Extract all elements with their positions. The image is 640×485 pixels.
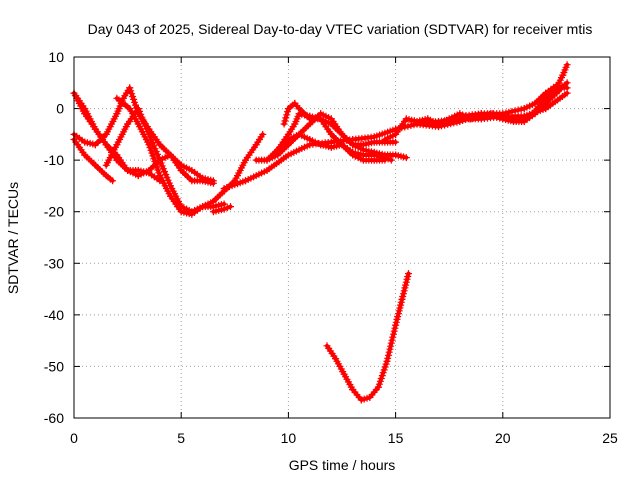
plot-frame xyxy=(73,56,611,419)
data-point-marker xyxy=(450,119,458,127)
data-point-marker xyxy=(390,327,398,335)
x-tick-label: 20 xyxy=(495,430,511,446)
data-point-marker xyxy=(502,109,510,117)
data-point-marker xyxy=(453,118,461,126)
data-point-marker xyxy=(402,154,410,162)
data-point-marker xyxy=(508,108,516,115)
y-tick-label: 0 xyxy=(56,101,64,117)
data-point-marker xyxy=(227,203,234,211)
y-tick-label: -60 xyxy=(44,410,64,426)
series-track-16 xyxy=(323,270,412,404)
data-point-marker xyxy=(282,114,290,122)
series-track-4 xyxy=(70,84,217,185)
series-track-7 xyxy=(209,203,234,216)
data-point-marker xyxy=(392,138,400,146)
data-point-marker xyxy=(385,348,393,356)
y-tick-label: -50 xyxy=(44,358,64,374)
data-series xyxy=(70,61,571,404)
data-point-marker xyxy=(441,121,449,129)
data-point-marker xyxy=(389,333,397,341)
y-tick-label: -10 xyxy=(44,152,64,168)
chart-title: Day 043 of 2025, Sidereal Day-to-day VTE… xyxy=(88,21,593,37)
data-point-marker xyxy=(386,345,394,353)
data-point-marker xyxy=(383,357,391,365)
data-point-marker xyxy=(388,336,396,344)
x-tick-label: 0 xyxy=(70,430,78,446)
y-tick-label: -20 xyxy=(44,204,64,220)
data-point-marker xyxy=(405,270,412,278)
data-point-marker xyxy=(444,120,452,128)
data-point-marker xyxy=(387,339,395,347)
data-point-marker xyxy=(280,120,288,128)
x-tick-label: 15 xyxy=(388,430,404,446)
x-tick-label: 10 xyxy=(281,430,297,446)
data-point-marker xyxy=(435,123,442,131)
data-point-marker xyxy=(511,107,519,115)
tick-labels: 0 5 10 15 20 25 10 0 -10 -20 -30 -40 -50 -60 xyxy=(44,49,618,446)
series-track-6 xyxy=(113,94,228,218)
data-point-marker xyxy=(407,122,415,129)
series-track-12 xyxy=(274,110,400,154)
y-tick-label: 10 xyxy=(48,49,64,65)
data-point-marker xyxy=(505,108,513,116)
data-point-marker xyxy=(387,342,395,350)
series-track-3 xyxy=(70,89,164,185)
y-tick-label: -30 xyxy=(44,255,64,271)
data-point-marker xyxy=(499,110,507,118)
data-point-marker xyxy=(385,351,392,359)
data-point-marker xyxy=(223,204,231,212)
data-point-marker xyxy=(259,130,267,138)
x-axis-label: GPS time / hours xyxy=(289,457,396,473)
data-point-marker xyxy=(438,122,445,130)
series-track-15 xyxy=(456,81,571,120)
data-point-marker xyxy=(563,61,571,69)
y-tick-label: -40 xyxy=(44,307,64,323)
data-point-marker xyxy=(563,84,571,92)
data-point-marker xyxy=(384,354,392,362)
data-point-marker xyxy=(514,106,522,114)
data-point-marker xyxy=(220,205,228,213)
data-point-marker xyxy=(517,105,525,113)
data-point-marker xyxy=(209,177,217,185)
data-point-marker xyxy=(404,122,412,130)
y-axis-label: SDTVAR / TECUs xyxy=(5,182,21,294)
x-tick-label: 25 xyxy=(602,430,618,446)
x-tick-label: 5 xyxy=(177,430,185,446)
data-point-marker xyxy=(281,117,289,125)
data-point-marker xyxy=(390,330,397,338)
data-point-marker xyxy=(447,120,455,128)
data-point-marker xyxy=(387,156,395,164)
data-point-marker xyxy=(283,111,291,119)
data-point-marker xyxy=(284,108,291,116)
data-point-marker xyxy=(109,177,117,185)
data-point-marker xyxy=(391,324,399,332)
